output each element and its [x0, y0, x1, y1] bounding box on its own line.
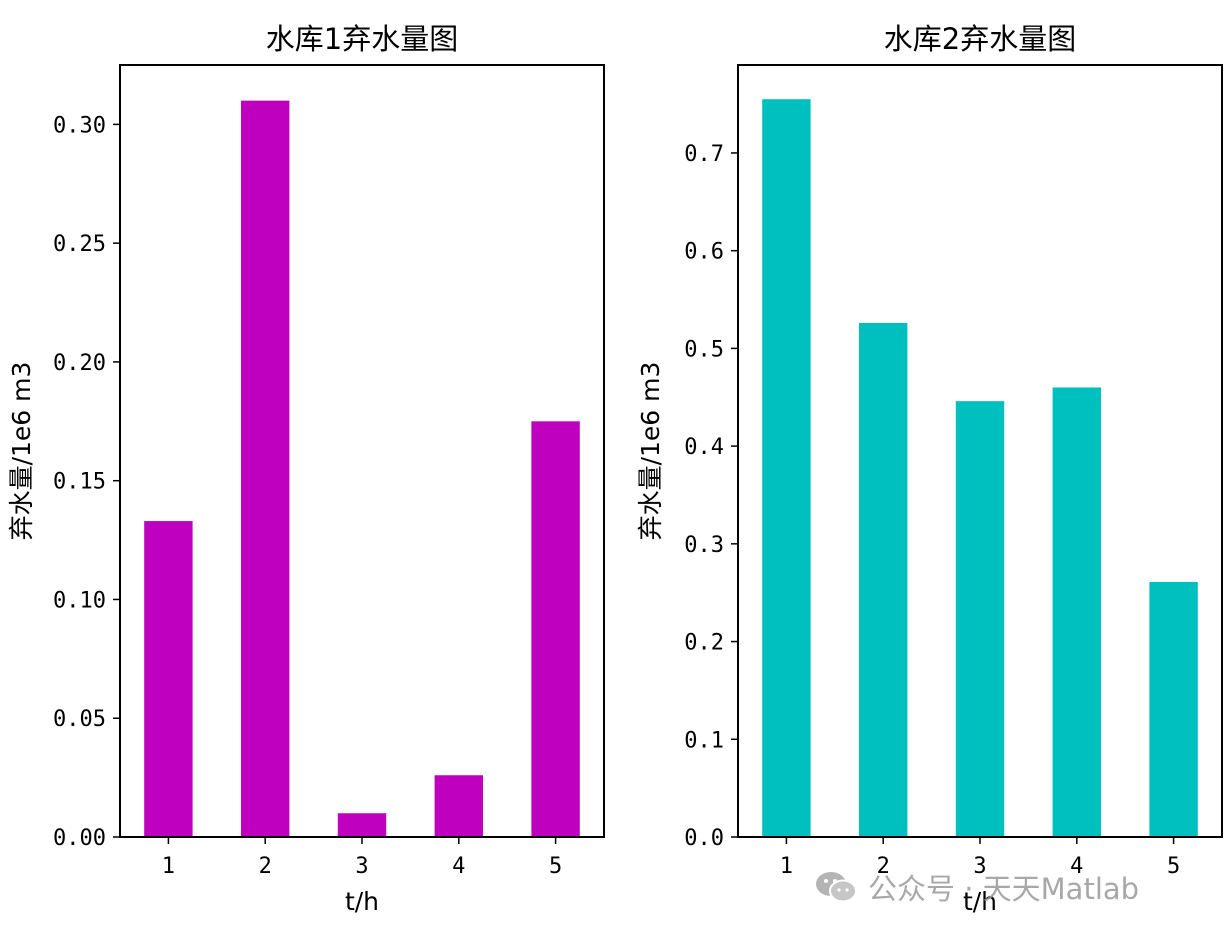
y-tick-label: 0.25	[53, 232, 106, 257]
chart-title: 水库2弃水量图	[884, 22, 1076, 56]
watermark-text: 公众号 · 天天Matlab	[868, 872, 1140, 906]
bar-2	[859, 322, 908, 837]
y-axis-label: 弃水量/1e6 m3	[7, 362, 36, 541]
y-tick-label: 0.4	[684, 435, 724, 460]
bar-3	[955, 401, 1005, 837]
x-tick-label: 2	[259, 854, 272, 879]
x-tick-label: 1	[162, 854, 175, 879]
chart-2: 1 2 3 4 5 0.0 0.1 0.2 0.3 0.4 0.5 0.6 0.7 水库2弃水量图 t/h 弃…	[636, 22, 1223, 916]
bar-1	[144, 521, 193, 837]
y-tick-label: 0.20	[53, 351, 106, 376]
watermark: 公众号 · 天天Matlab	[814, 866, 1139, 908]
bar-5	[531, 421, 580, 837]
x-tick-label: 5	[1167, 854, 1180, 879]
bar-1	[762, 99, 811, 838]
y-tick-label: 0.0	[684, 826, 724, 851]
x-tick-label: 1	[780, 854, 793, 879]
x-axis-label: t/h	[963, 887, 997, 916]
y-tick-label: 0.5	[684, 337, 724, 362]
bar-3	[337, 813, 387, 837]
x-tick-label: 3	[973, 854, 986, 879]
bar-5	[1149, 581, 1198, 837]
y-tick-label: 0.2	[684, 631, 724, 656]
y-tick-label: 0.3	[684, 533, 724, 558]
y-axis-label: 弃水量/1e6 m3	[636, 362, 665, 541]
x-axis-label: t/h	[345, 887, 379, 916]
x-tick-label: 5	[549, 854, 562, 879]
y-tick-label: 0.15	[53, 470, 106, 495]
x-tick-label: 2	[877, 854, 890, 879]
y-tick-label: 0.00	[53, 826, 106, 851]
y-tick-label: 0.10	[53, 588, 106, 613]
chart-1: 1 2 3 4 5 0.00 0.05 0.10 0.15 0.20 0.25 0.30 水库1弃水量图…	[7, 22, 605, 916]
bar-4	[1052, 387, 1101, 837]
y-tick-label: 0.7	[684, 142, 724, 167]
bar-2	[241, 100, 290, 838]
x-tick-label: 3	[355, 854, 368, 879]
bar-4	[434, 775, 483, 837]
wechat-icon	[816, 872, 857, 903]
y-tick-label: 0.6	[684, 240, 724, 265]
x-tick-label: 4	[1070, 854, 1083, 879]
y-tick-label: 0.1	[684, 728, 724, 753]
y-tick-label: 0.30	[53, 113, 106, 138]
y-tick-label: 0.05	[53, 707, 106, 732]
x-tick-label: 4	[452, 854, 465, 879]
chart-title: 水库1弃水量图	[266, 22, 458, 56]
